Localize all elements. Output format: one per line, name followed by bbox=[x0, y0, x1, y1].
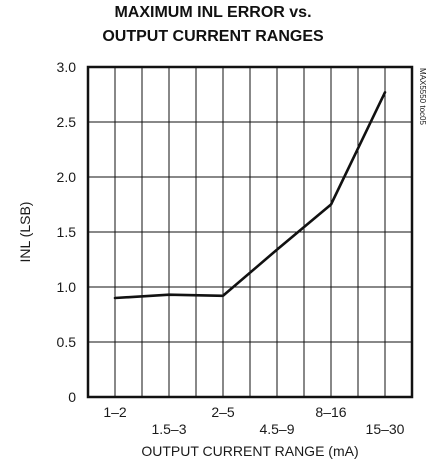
series-line bbox=[113, 91, 387, 300]
x-axis-ticks: 1–2 1.5–3 2–5 4.5–9 8–16 15–30 bbox=[103, 404, 404, 437]
y-axis-label: INL (LSB) bbox=[17, 202, 33, 263]
x-tick-label: 15–30 bbox=[366, 421, 405, 437]
y-tick-label: 1.5 bbox=[57, 224, 77, 240]
y-tick-label: 0 bbox=[68, 389, 76, 405]
plot-frame bbox=[86, 65, 414, 399]
y-tick-label: 0.5 bbox=[57, 334, 77, 350]
x-tick-label: 1–2 bbox=[103, 404, 127, 420]
y-tick-label: 2.0 bbox=[57, 169, 77, 185]
x-tick-label: 1.5–3 bbox=[151, 421, 186, 437]
chart-grid bbox=[88, 67, 412, 397]
y-tick-label: 2.5 bbox=[57, 114, 77, 130]
y-tick-label: 3.0 bbox=[57, 59, 77, 75]
chart-series bbox=[113, 91, 387, 300]
x-tick-label: 8–16 bbox=[315, 404, 346, 420]
figure-id-label: MAX5550 toc05 bbox=[418, 68, 426, 125]
chart-title-line-2: OUTPUT CURRENT RANGES bbox=[102, 28, 324, 45]
y-tick-label: 1.0 bbox=[57, 279, 77, 295]
chart-title-line-1: MAXIMUM INL ERROR vs. bbox=[114, 4, 312, 21]
x-tick-label: 2–5 bbox=[211, 404, 235, 420]
x-axis-label: OUTPUT CURRENT RANGE (mA) bbox=[141, 443, 358, 459]
y-axis-ticks: 0 0.5 1.0 1.5 2.0 2.5 3.0 bbox=[57, 59, 77, 405]
x-tick-label: 4.5–9 bbox=[259, 421, 294, 437]
